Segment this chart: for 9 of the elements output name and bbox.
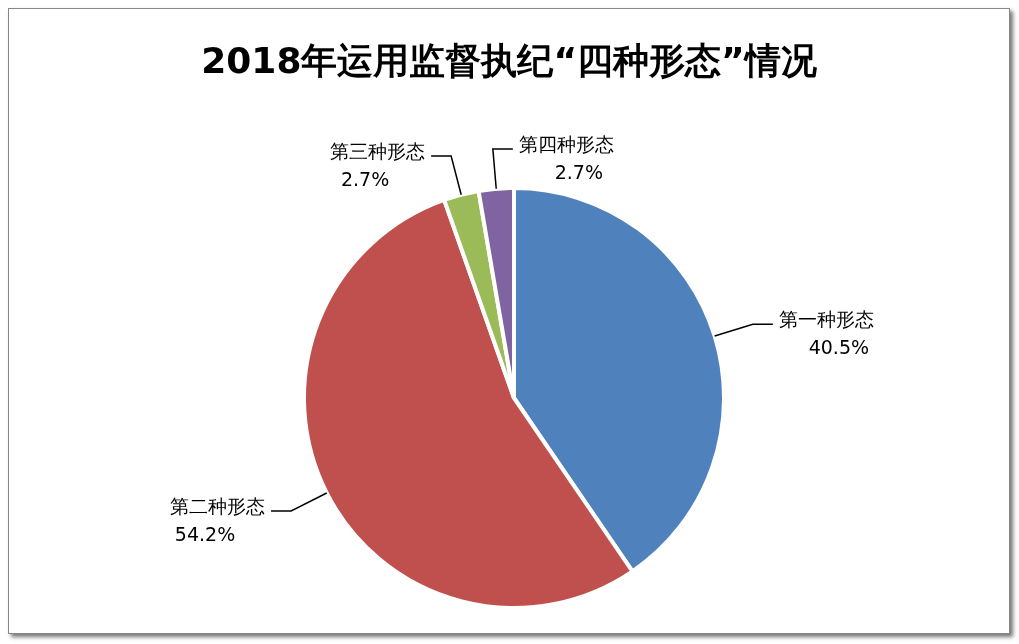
slice-label: 第四种形态 <box>518 132 614 155</box>
chart-title: 2018年运用监督执纪“四种形态”情况 <box>200 39 818 83</box>
data-label: 2.7% <box>340 168 390 191</box>
slice-label: 第二种形态 <box>170 495 266 518</box>
slice-label: 第一种形态 <box>778 308 874 331</box>
data-label: 54.2% <box>174 523 236 546</box>
slice-label: 第三种形态 <box>330 140 426 163</box>
data-label: 2.7% <box>554 160 603 183</box>
data-label: 40.5% <box>808 336 870 359</box>
